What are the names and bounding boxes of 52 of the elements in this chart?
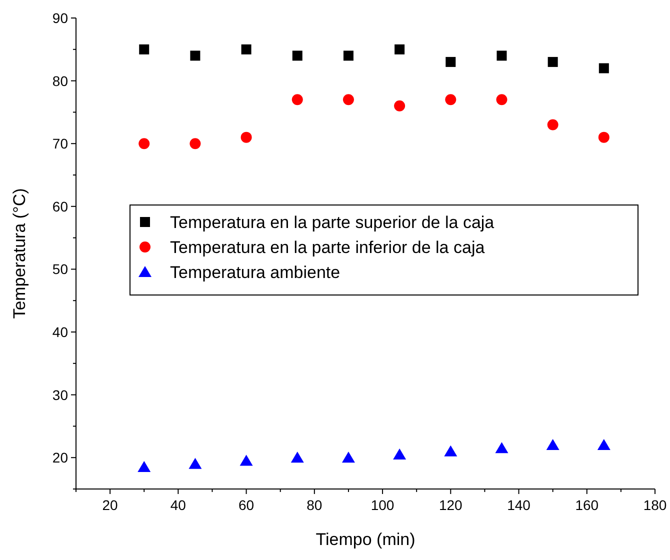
point <box>138 461 151 472</box>
y-tick-label: 90 <box>52 10 68 26</box>
y-tick-label: 60 <box>52 198 68 214</box>
y-tick-label: 40 <box>52 324 68 340</box>
point <box>547 119 558 130</box>
point <box>446 56 456 67</box>
x-tick-label: 100 <box>370 497 394 513</box>
y-tick-label: 20 <box>52 450 68 466</box>
point <box>190 50 200 61</box>
point <box>598 132 610 143</box>
point <box>597 439 610 450</box>
x-tick-label: 120 <box>438 497 463 513</box>
point <box>444 445 458 456</box>
legend-label: Temperatura en la parte inferior de la caja <box>170 238 486 257</box>
point <box>548 56 558 67</box>
point <box>342 452 355 463</box>
point <box>394 100 406 112</box>
point <box>342 94 354 106</box>
point <box>343 50 354 61</box>
legend-label: Temperatura en la parte superior de la caja <box>170 213 495 232</box>
point <box>241 44 252 54</box>
y-tick-label: 70 <box>52 136 68 152</box>
x-tick-label: 20 <box>102 497 118 513</box>
point <box>190 138 201 150</box>
point <box>138 138 150 150</box>
y-tick-label: 50 <box>52 261 68 278</box>
point <box>394 44 405 54</box>
point <box>546 439 560 450</box>
x-tick-label: 180 <box>643 497 667 513</box>
point <box>290 452 304 463</box>
x-tick-label: 40 <box>170 497 186 513</box>
x-tick-label: 60 <box>238 497 254 513</box>
x-tick-label: 160 <box>575 497 599 513</box>
point <box>240 454 253 466</box>
y-tick-label: 30 <box>52 386 68 403</box>
legend-label: Temperatura ambiente <box>170 263 340 282</box>
point <box>495 442 508 454</box>
x-tick-label: 80 <box>306 497 322 513</box>
point <box>598 63 609 74</box>
point <box>240 132 252 143</box>
y-tick-label: 80 <box>52 72 68 89</box>
y-axis-title: Temperatura (°C) <box>10 188 29 319</box>
point <box>292 94 303 106</box>
point <box>139 44 150 54</box>
point <box>292 50 302 61</box>
point <box>188 458 202 469</box>
x-axis-title: Tiempo (min) <box>316 530 416 549</box>
point <box>393 448 406 460</box>
point <box>445 94 456 106</box>
point <box>496 94 508 106</box>
x-tick-label: 140 <box>507 497 531 513</box>
point <box>496 50 507 61</box>
